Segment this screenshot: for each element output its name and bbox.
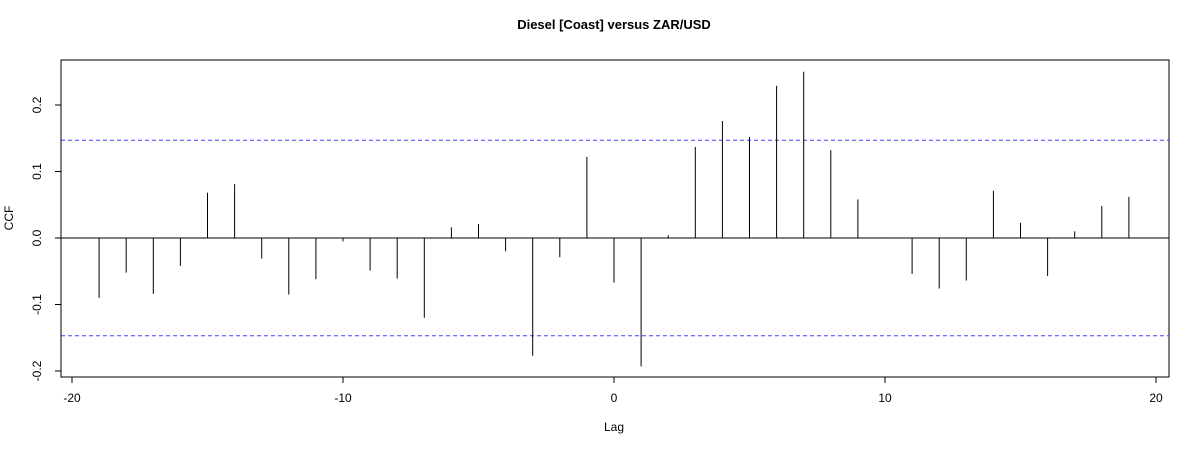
y-tick-label: -0.2 [30, 360, 44, 381]
x-tick-label: -20 [63, 391, 81, 405]
chart-title: Diesel [Coast] versus ZAR/USD [517, 17, 711, 32]
ccf-bars [98, 71, 1130, 367]
x-axis: -20 -10 0 10 20 [63, 376, 1163, 405]
y-tick-label: 0.2 [30, 96, 44, 113]
x-tick-label: -10 [334, 391, 352, 405]
x-axis-label: Lag [604, 420, 624, 434]
x-tick-label: 10 [878, 391, 892, 405]
y-axis: -0.2 -0.1 0.0 0.1 0.2 [30, 96, 62, 381]
x-tick-label: 20 [1149, 391, 1163, 405]
y-axis-label: CCF [2, 206, 16, 231]
y-tick-label: -0.1 [30, 294, 44, 315]
x-tick-label: 0 [611, 391, 618, 405]
plot-frame [60, 59, 1170, 378]
confidence-bounds [61, 139, 1169, 337]
y-tick-label: 0.0 [30, 229, 44, 246]
y-tick-label: 0.1 [30, 163, 44, 180]
